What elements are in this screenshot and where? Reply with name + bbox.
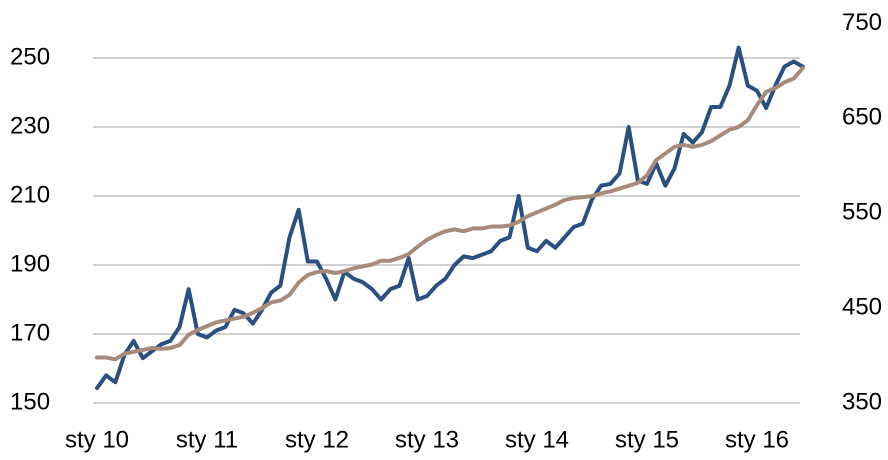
- y-tick-label: 170: [10, 319, 50, 346]
- y2-tick-label: 450: [842, 293, 882, 320]
- x-tick-label: sty 15: [615, 426, 679, 453]
- y-tick-label: 150: [10, 388, 50, 415]
- y2-tick-label: 750: [842, 9, 882, 36]
- y-tick-label: 250: [10, 43, 50, 70]
- x-tick-label: sty 12: [285, 426, 349, 453]
- x-tick-label: sty 13: [395, 426, 459, 453]
- x-tick-label: sty 10: [65, 426, 129, 453]
- y2-tick-label: 550: [842, 199, 882, 226]
- y2-tick-label: 350: [842, 388, 882, 415]
- series-line: [95, 66, 805, 362]
- x-tick-label: sty 16: [725, 426, 789, 453]
- y2-tick-label: 650: [842, 104, 882, 131]
- series-line: [95, 45, 805, 391]
- y-tick-label: 190: [10, 250, 50, 277]
- x-tick-label: sty 11: [176, 426, 238, 453]
- x-tick-label: sty 14: [505, 426, 569, 453]
- y-tick-label: 230: [10, 112, 50, 139]
- y-tick-label: 210: [10, 181, 50, 208]
